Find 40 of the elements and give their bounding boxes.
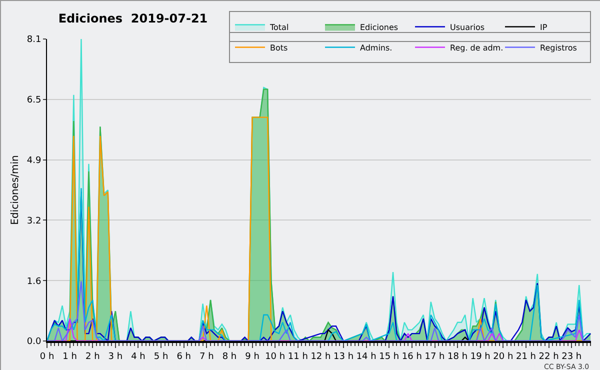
y-tick-label: 0.0 <box>26 337 42 348</box>
x-tick-label: 16 h <box>402 352 422 362</box>
x-tick-label: 8 h <box>222 352 237 362</box>
x-tick-label: 1 h <box>62 352 77 362</box>
x-tick-label: 3 h <box>108 352 123 362</box>
legend-label: Usuarios <box>450 22 485 32</box>
x-tick-label: 6 h <box>176 352 192 362</box>
x-tick-label: 5 h <box>154 352 168 362</box>
x-tick-label: 4 h <box>131 352 146 362</box>
x-tick-label: 23 h <box>562 352 582 362</box>
x-tick-label: 18 h <box>448 352 468 362</box>
x-tick-label: 10 h <box>265 352 286 362</box>
y-tick-label: 8.1 <box>26 35 42 46</box>
y-tick-label: 4.9 <box>26 156 42 166</box>
x-tick-label: 0 h <box>40 352 54 362</box>
x-tick-label: 21 h <box>516 352 536 362</box>
x-tick-label: 12 h <box>310 352 331 362</box>
x-tick-label: 17 h <box>424 352 445 362</box>
x-tick-label: 13 h <box>334 352 354 362</box>
legend-label: Reg. de adm. <box>450 43 504 52</box>
x-tick-label: 9 h <box>245 352 260 362</box>
x-tick-label: 2 h <box>85 352 100 362</box>
legend-label: Ediciones <box>360 22 398 32</box>
legend-label: Total <box>269 22 289 32</box>
legend-label: Bots <box>270 43 288 52</box>
x-tick-label: 11 h <box>288 352 308 362</box>
y-tick-label: 3.2 <box>26 216 42 226</box>
x-tick-label: 14 h <box>356 352 376 362</box>
x-tick-label: 22 h <box>538 352 559 362</box>
x-tick-label: 7 h <box>200 352 214 362</box>
legend-label: IP <box>540 22 548 32</box>
chart-title: Ediciones 2019-07-21 <box>58 11 208 26</box>
y-tick-label: 1.6 <box>26 276 42 287</box>
legend-label: Admins. <box>360 43 392 52</box>
y-axis-title: Ediciones/min <box>10 155 21 225</box>
x-tick-label: 20 h <box>493 352 514 362</box>
x-tick-label: 19 h <box>470 352 490 362</box>
legend-label: Registros <box>540 43 577 52</box>
y-tick-label: 6.5 <box>26 96 42 106</box>
x-tick-label: 15 h <box>379 352 400 362</box>
